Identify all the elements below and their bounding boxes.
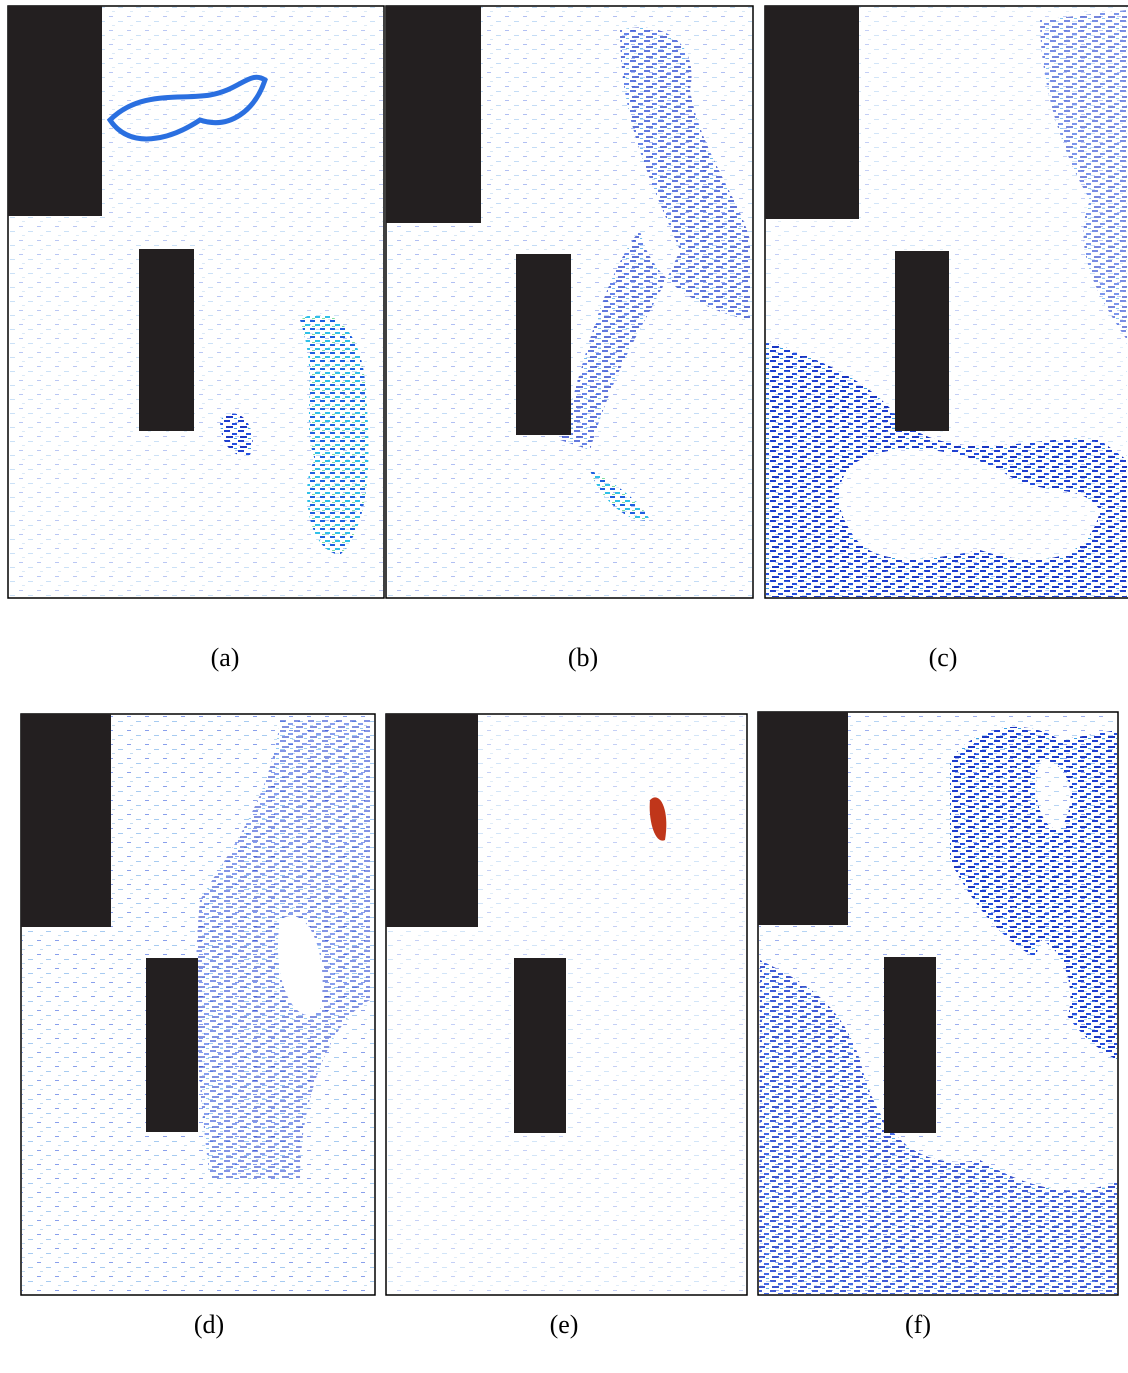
panel-b [386, 6, 753, 598]
panel-label: (d) [194, 1310, 224, 1339]
mask [895, 251, 949, 431]
figure: (a) (b) (c) (d) (e) [0, 0, 1128, 1373]
mask [21, 714, 111, 927]
panel-label: (c) [929, 643, 958, 672]
panel-f [758, 712, 1118, 1295]
panel-label: (b) [568, 643, 598, 672]
mask [758, 712, 848, 925]
panel-c [765, 6, 1128, 598]
panel-e [386, 714, 747, 1295]
mask [765, 6, 859, 219]
mask [8, 6, 102, 216]
panel-label: (e) [550, 1310, 579, 1339]
mask [146, 958, 198, 1132]
mask [884, 957, 936, 1133]
panel-label: (a) [211, 643, 240, 672]
panel-a [8, 6, 384, 598]
panel-d [21, 714, 375, 1295]
mask [386, 6, 481, 223]
mask [139, 249, 194, 431]
mask [514, 958, 566, 1133]
mask [516, 254, 571, 435]
panel-label: (f) [905, 1310, 931, 1339]
mask [386, 714, 478, 927]
